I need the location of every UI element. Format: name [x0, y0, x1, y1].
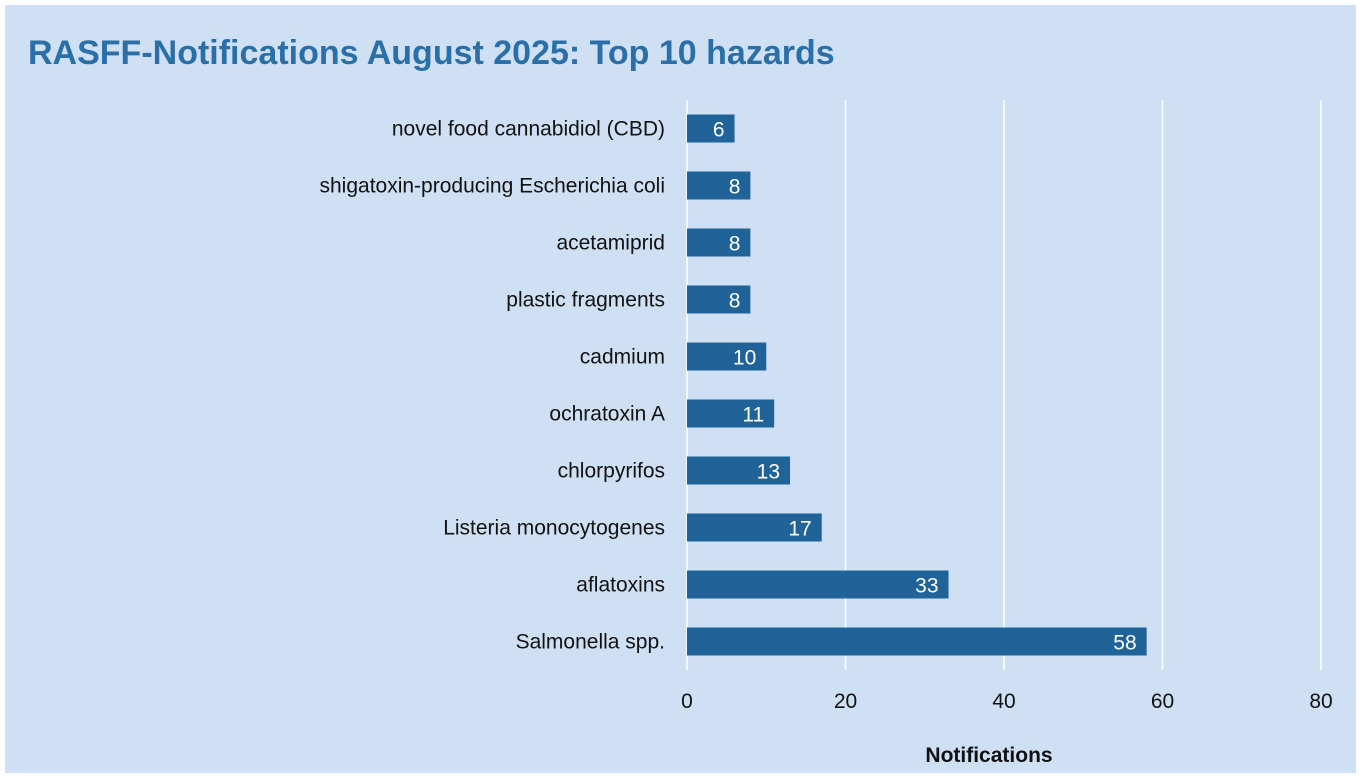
- bar: [687, 513, 822, 542]
- x-tick-label: 20: [834, 690, 857, 713]
- x-axis-label: Notifications: [925, 744, 1052, 767]
- bar: [687, 570, 949, 599]
- bar-value-label: 17: [788, 518, 811, 541]
- y-category-label: aflatoxins: [576, 574, 665, 597]
- x-tick-label: 40: [992, 690, 1015, 713]
- y-category-label: plastic fragments: [506, 289, 665, 312]
- y-category-label: acetamiprid: [556, 232, 665, 255]
- y-category-label: ochratoxin A: [549, 403, 665, 426]
- chart-title: RASFF-Notifications August 2025: Top 10 …: [28, 34, 835, 72]
- y-category-label: shigatoxin-producing Escherichia coli: [319, 175, 665, 198]
- bar: [687, 456, 791, 485]
- bar-value-label: 13: [757, 461, 780, 484]
- bar-value-label: 8: [729, 233, 741, 256]
- x-tick-label: 0: [681, 690, 693, 713]
- bar: [687, 627, 1147, 656]
- bar: [687, 228, 751, 257]
- bar-value-label: 33: [915, 575, 938, 598]
- y-category-label: cadmium: [580, 346, 665, 369]
- bar-value-label: 11: [742, 404, 764, 427]
- y-category-label: Listeria monocytogenes: [443, 517, 665, 540]
- bar-value-label: 10: [733, 347, 756, 370]
- bar-value-label: 6: [713, 119, 725, 142]
- x-tick-label: 80: [1309, 690, 1332, 713]
- y-category-label: chlorpyrifos: [558, 460, 665, 483]
- y-category-label: Salmonella spp.: [516, 631, 665, 654]
- bar: [687, 285, 751, 314]
- y-category-label: novel food cannabidiol (CBD): [392, 118, 665, 141]
- bar: [687, 171, 751, 200]
- bar: [687, 342, 767, 371]
- bar-value-label: 58: [1113, 632, 1136, 655]
- bar: [687, 399, 775, 428]
- bar: [687, 114, 735, 143]
- bar-value-label: 8: [729, 290, 741, 313]
- x-tick-label: 60: [1151, 690, 1174, 713]
- bar-value-label: 8: [729, 176, 741, 199]
